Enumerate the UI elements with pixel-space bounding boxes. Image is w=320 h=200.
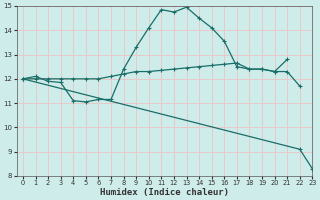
X-axis label: Humidex (Indice chaleur): Humidex (Indice chaleur): [100, 188, 229, 197]
